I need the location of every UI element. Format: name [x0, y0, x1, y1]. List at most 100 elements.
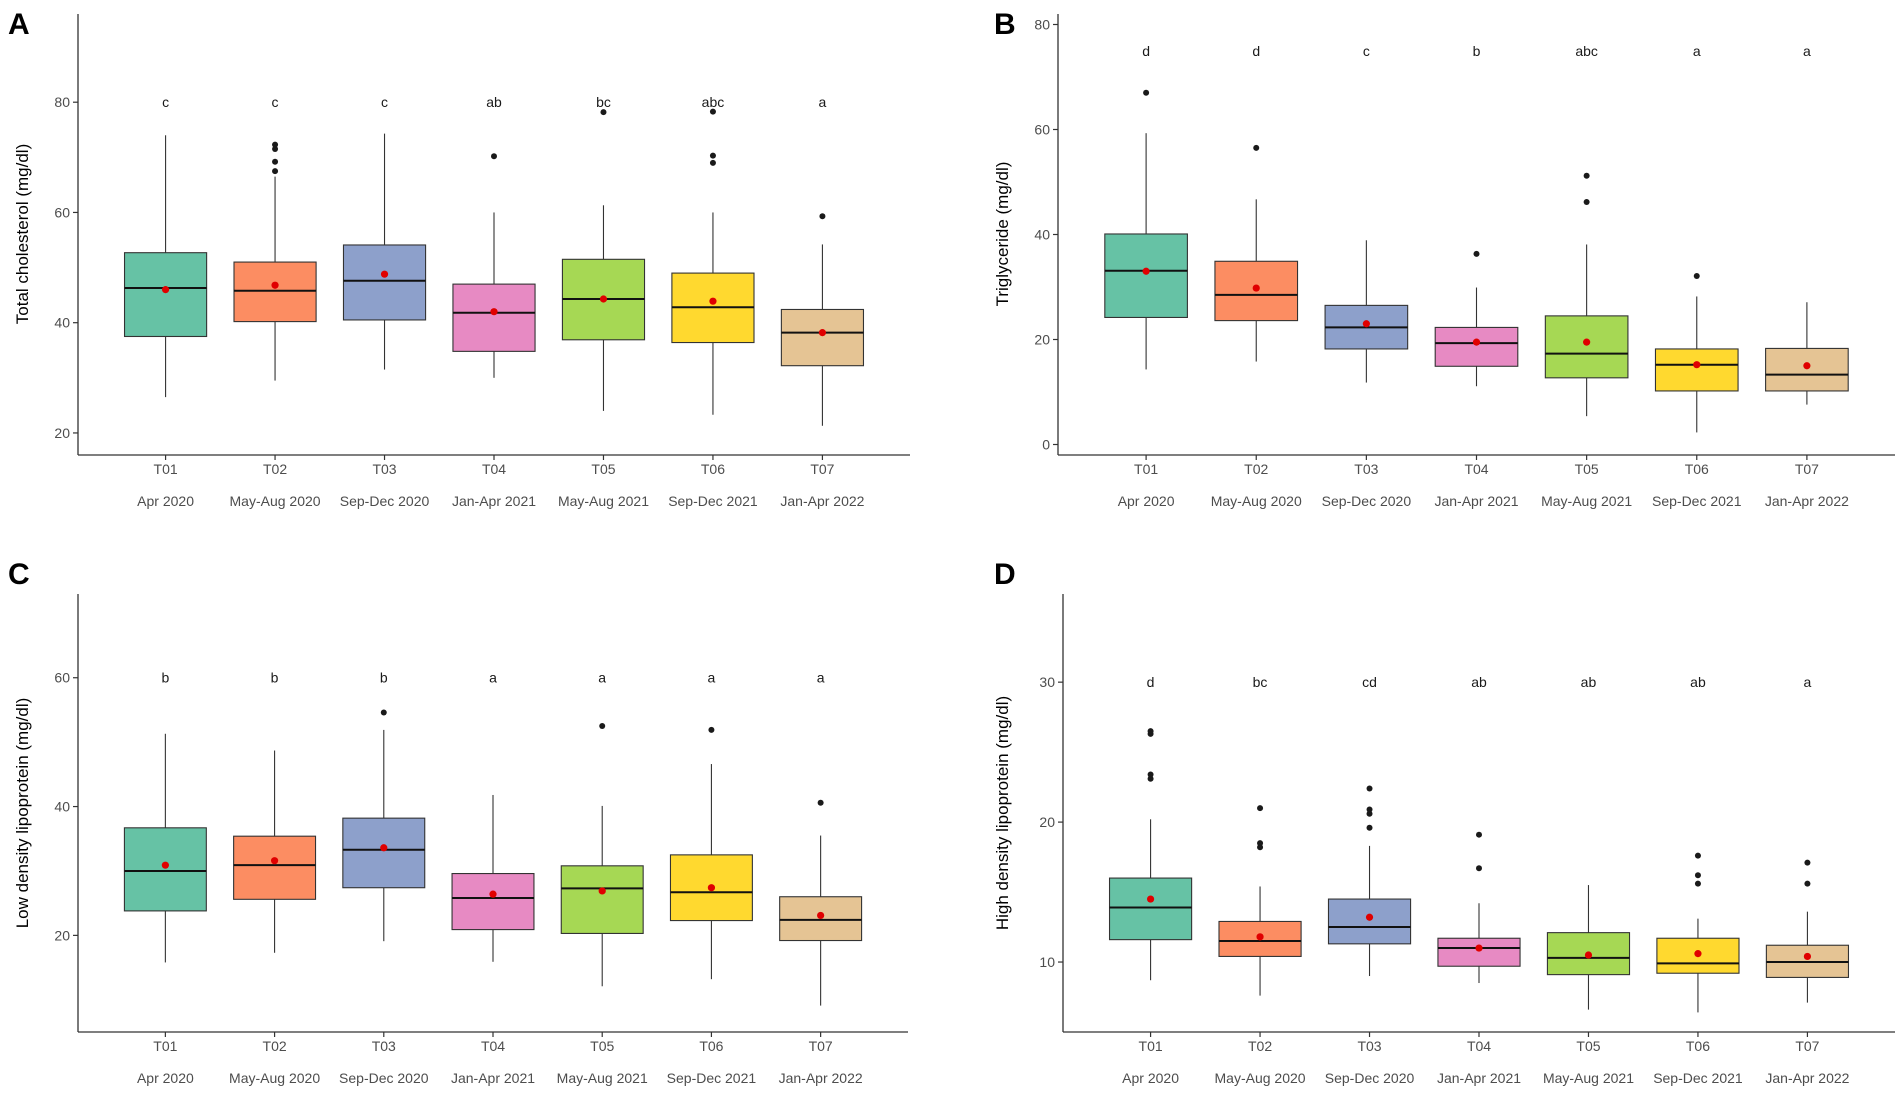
- mean-point: [598, 887, 606, 895]
- mean-point: [489, 890, 497, 898]
- x-tick-label: T01: [154, 461, 178, 477]
- mean-point: [161, 861, 169, 869]
- box-t04: [1437, 937, 1521, 967]
- significance-letter: d: [1252, 43, 1260, 59]
- outlier-point: [1147, 728, 1154, 735]
- box-t04: [452, 283, 536, 352]
- y-tick-label: 40: [54, 799, 70, 815]
- mean-point: [271, 281, 279, 289]
- period-label: Apr 2020: [1122, 1070, 1179, 1086]
- outlier-point: [1476, 865, 1482, 872]
- significance-letter: a: [819, 94, 827, 110]
- box-t07: [1765, 347, 1849, 392]
- y-axis-label: Total cholesterol (mg/dl): [13, 144, 32, 324]
- x-tick-label: T03: [1354, 461, 1378, 477]
- outlier-point: [272, 168, 279, 175]
- period-label: Jan-Apr 2022: [779, 1070, 863, 1086]
- outlier-point: [1366, 785, 1373, 792]
- y-axis-label: High density lipoprotein (mg/dl): [993, 696, 1012, 930]
- x-tick-label: T05: [1576, 1038, 1600, 1054]
- box-t06: [1656, 937, 1740, 974]
- outlier-point: [1257, 840, 1264, 847]
- box-t03: [1327, 898, 1412, 945]
- significance-letter: abc: [702, 94, 725, 110]
- mean-point: [1694, 950, 1702, 958]
- mean-point: [818, 329, 827, 337]
- outlier-point: [1694, 852, 1701, 859]
- significance-letter: c: [1363, 43, 1370, 59]
- y-tick-label: 20: [54, 425, 70, 441]
- y-tick-label: 20: [1034, 332, 1050, 348]
- mean-point: [1584, 951, 1593, 959]
- period-label: Sep-Dec 2021: [667, 1070, 757, 1086]
- period-label: Jan-Apr 2021: [451, 1070, 535, 1086]
- significance-letter: a: [1693, 43, 1701, 59]
- x-tick-label: T04: [482, 461, 506, 477]
- outlier-point: [709, 152, 716, 159]
- outlier-point: [1693, 272, 1700, 279]
- panel-letter: D: [994, 558, 1016, 591]
- outlier-point: [272, 158, 279, 165]
- significance-letter: ab: [1581, 674, 1597, 690]
- panel-letter: B: [994, 8, 1016, 41]
- panel-a: A Total cholesterol (mg/dl) 20 40 60 80 c T01…: [8, 8, 910, 509]
- significance-letter: a: [1803, 43, 1811, 59]
- significance-letter: abc: [1575, 43, 1598, 59]
- y-tick-label: 20: [1039, 814, 1055, 830]
- period-label: May-Aug 2021: [1541, 493, 1632, 509]
- outlier-point: [380, 709, 387, 716]
- significance-letter: ab: [1690, 674, 1706, 690]
- period-label: Sep-Dec 2020: [1322, 493, 1412, 509]
- significance-letter: a: [708, 670, 716, 686]
- x-tick-label: T06: [699, 1038, 723, 1054]
- panel-letter: A: [8, 8, 30, 41]
- significance-letter: b: [271, 670, 279, 686]
- x-tick-label: T03: [372, 1038, 396, 1054]
- period-label: May-Aug 2020: [230, 493, 321, 509]
- significance-letter: b: [1473, 43, 1481, 59]
- significance-letter: cd: [1362, 674, 1377, 690]
- significance-letter: b: [380, 670, 388, 686]
- box-t01: [123, 252, 208, 338]
- significance-letter: a: [1804, 674, 1812, 690]
- mean-point: [1142, 267, 1150, 275]
- significance-letter: c: [272, 94, 279, 110]
- period-label: Sep-Dec 2021: [1653, 1070, 1743, 1086]
- mean-point: [490, 308, 498, 316]
- mean-point: [380, 844, 388, 852]
- panel-c: C Low density lipoprotein (mg/dl) 20 40 60…: [8, 558, 908, 1086]
- outlier-point: [1473, 250, 1480, 257]
- outlier-point: [1143, 89, 1150, 96]
- outlier-point: [1694, 872, 1701, 879]
- period-label: Sep-Dec 2020: [1325, 1070, 1415, 1086]
- mean-point: [1256, 933, 1264, 941]
- mean-point: [817, 911, 825, 920]
- significance-letter: c: [381, 94, 388, 110]
- period-label: Sep-Dec 2020: [339, 1070, 429, 1086]
- period-label: May-Aug 2020: [1215, 1070, 1306, 1086]
- mean-point: [270, 857, 279, 865]
- x-tick-label: T07: [809, 1038, 833, 1054]
- mean-point: [161, 286, 170, 294]
- outlier-point: [819, 213, 826, 220]
- box-t07: [780, 308, 865, 367]
- outlier-point: [1694, 880, 1701, 887]
- box-t01: [123, 827, 207, 912]
- outlier-point: [1253, 144, 1260, 151]
- x-tick-label: T04: [1467, 1038, 1491, 1054]
- significance-letter: c: [162, 94, 169, 110]
- mean-point: [1583, 338, 1591, 346]
- outlier-point: [1476, 831, 1482, 838]
- box-t02: [233, 835, 317, 900]
- period-label: Sep-Dec 2020: [340, 493, 430, 509]
- period-label: Jan-Apr 2022: [780, 493, 864, 509]
- x-tick-label: T01: [1139, 1038, 1163, 1054]
- box-t02: [1218, 920, 1302, 957]
- significance-letter: ab: [486, 94, 502, 110]
- x-tick-label: T02: [263, 461, 287, 477]
- significance-letter: bc: [596, 94, 611, 110]
- y-tick-label: 20: [54, 927, 70, 943]
- outlier-point: [1583, 172, 1590, 179]
- box-t01: [1108, 877, 1193, 941]
